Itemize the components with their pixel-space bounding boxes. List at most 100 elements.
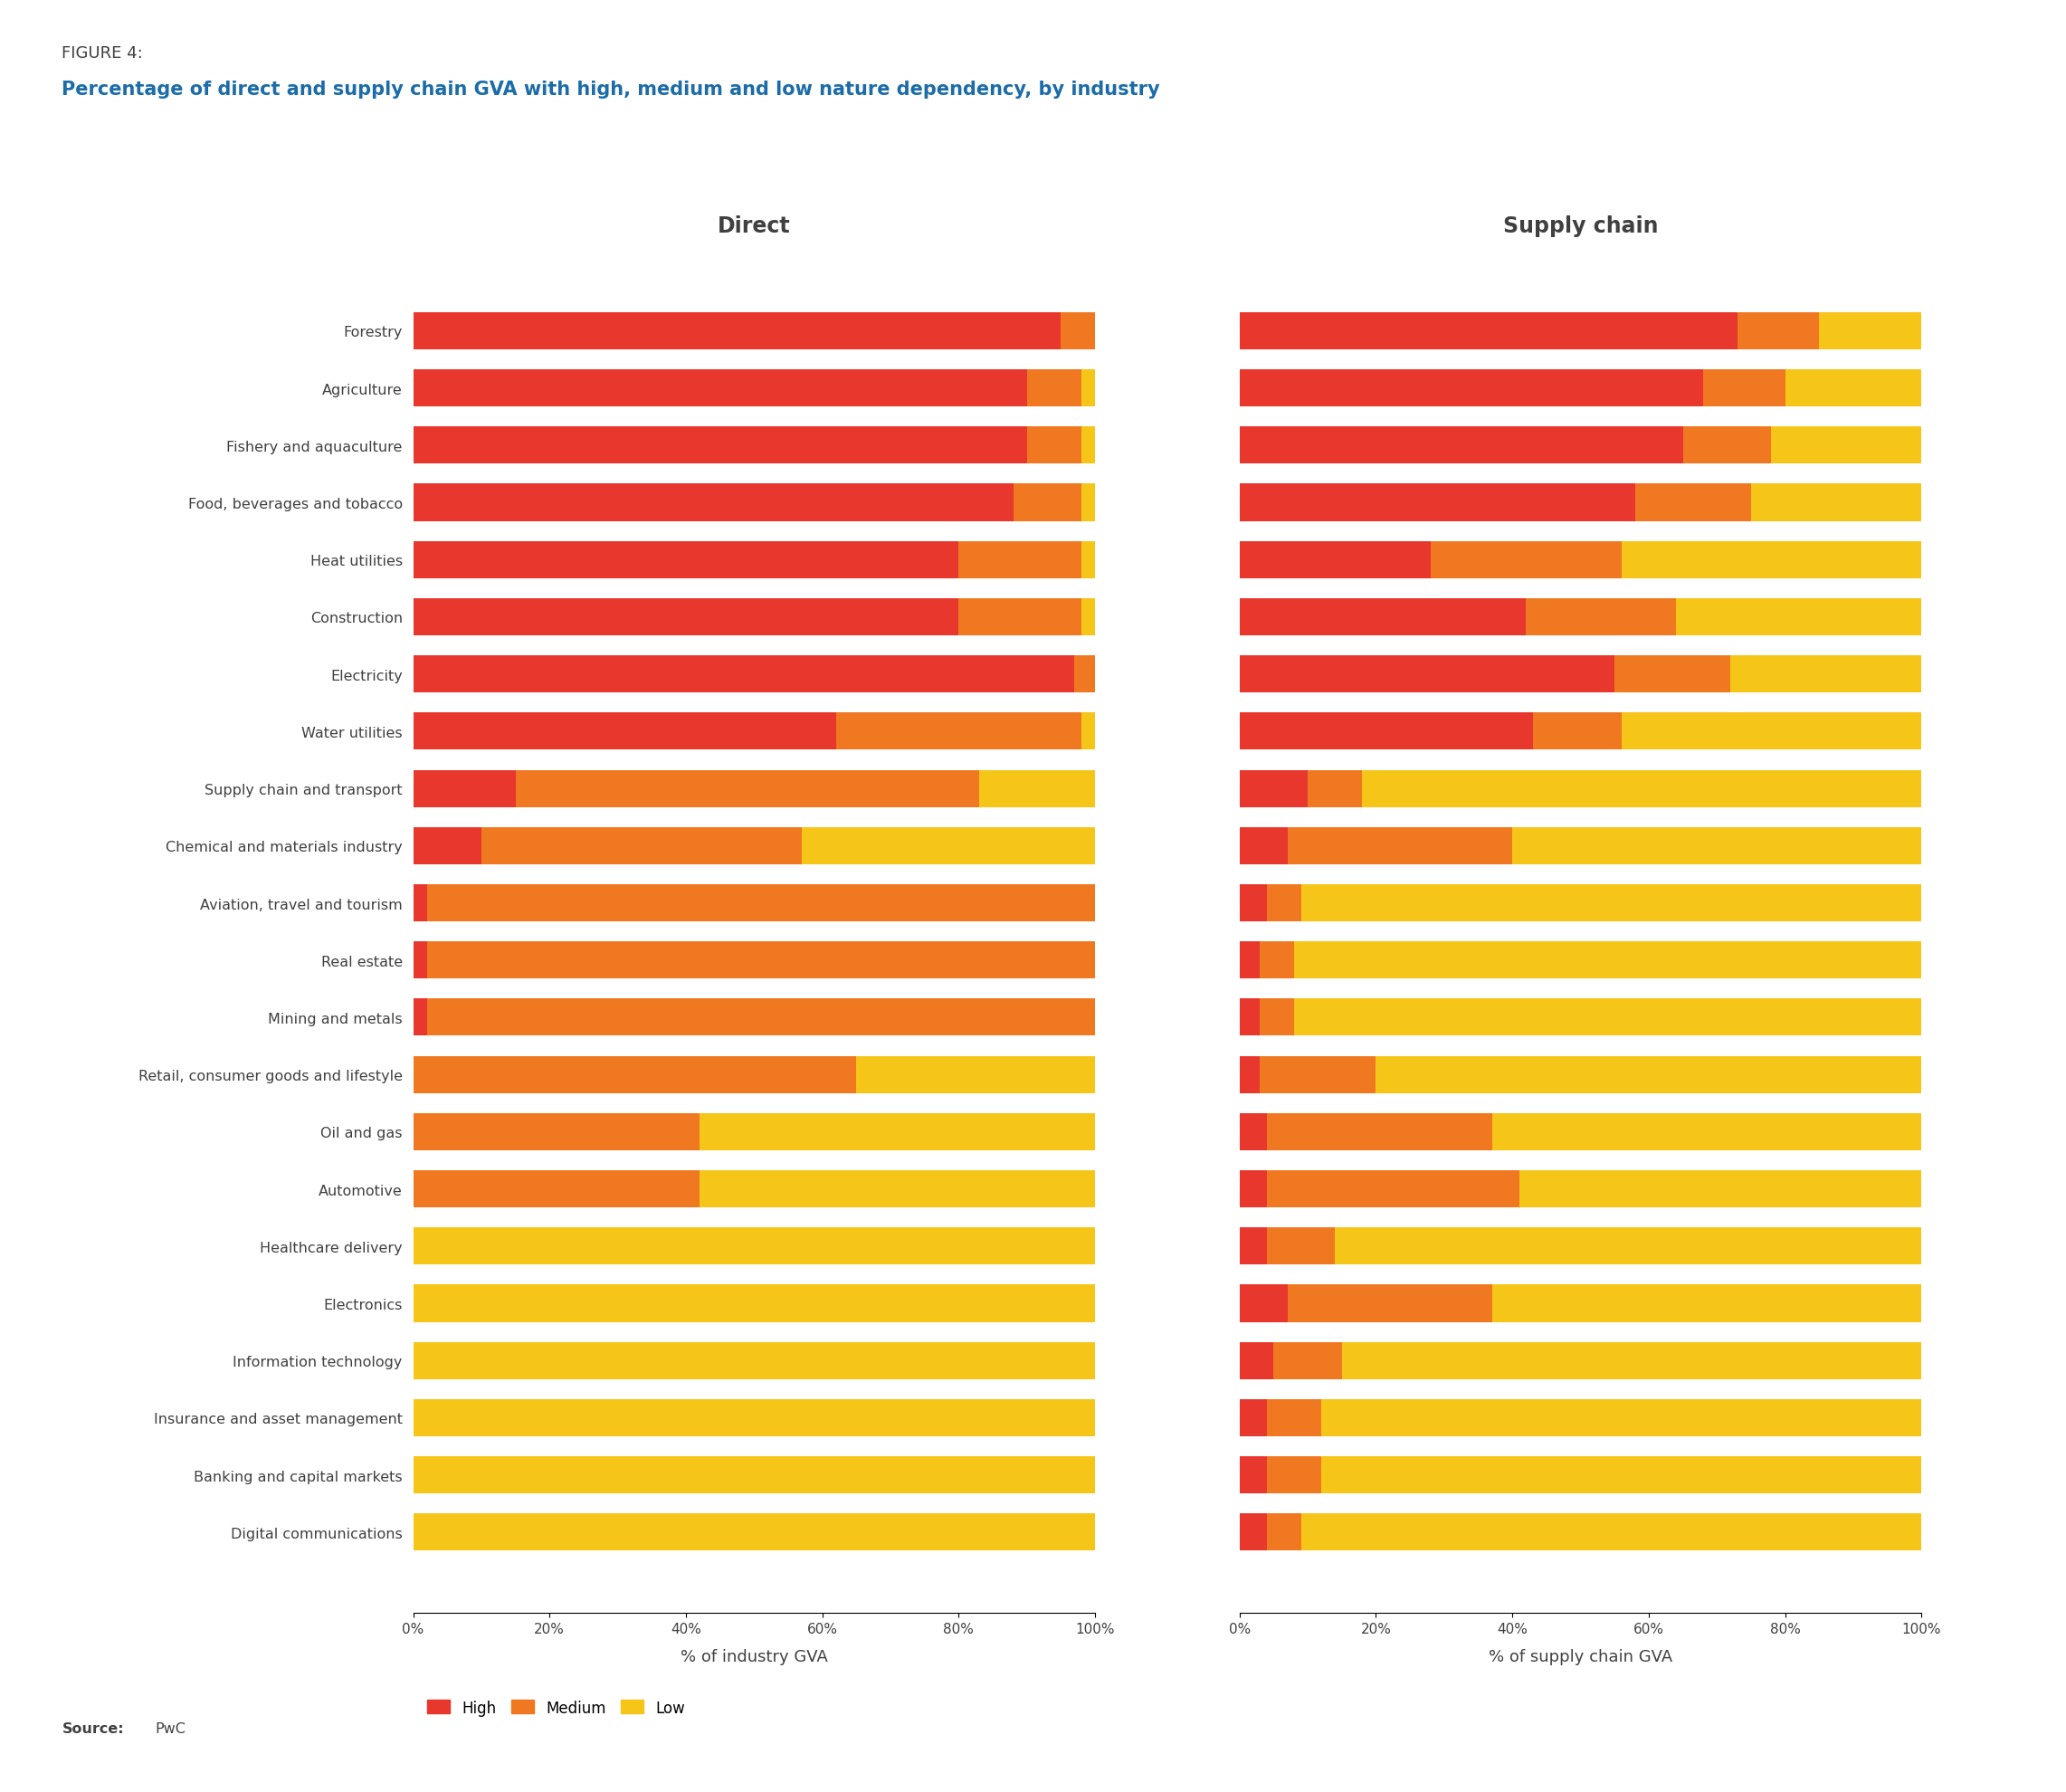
Bar xyxy=(1622,713,1921,751)
Bar xyxy=(1240,1055,1260,1093)
Bar xyxy=(1533,713,1622,751)
Bar xyxy=(1266,1457,1322,1495)
Bar xyxy=(413,885,428,921)
Bar xyxy=(1240,998,1260,1036)
Bar xyxy=(1240,771,1308,808)
Title: Direct: Direct xyxy=(717,215,791,237)
Bar xyxy=(1266,1228,1335,1265)
Bar xyxy=(1240,1170,1266,1208)
Bar xyxy=(1240,541,1430,579)
Bar xyxy=(1240,943,1260,978)
Bar xyxy=(1240,1113,1266,1150)
Bar xyxy=(1240,1342,1273,1380)
Bar xyxy=(413,713,837,751)
Title: Supply chain: Supply chain xyxy=(1502,215,1659,237)
Bar xyxy=(959,541,1081,579)
Bar xyxy=(1081,426,1095,464)
Bar xyxy=(1335,1228,1921,1265)
Bar xyxy=(1702,369,1785,407)
Bar xyxy=(1081,599,1095,636)
Bar xyxy=(413,1285,1095,1322)
Bar xyxy=(1266,1400,1322,1437)
X-axis label: % of supply chain GVA: % of supply chain GVA xyxy=(1488,1647,1673,1665)
Bar xyxy=(1492,1113,1921,1150)
Bar xyxy=(1240,1228,1266,1265)
Bar xyxy=(1302,1514,1921,1550)
Bar xyxy=(1081,369,1095,407)
Bar xyxy=(1731,656,1921,694)
Bar xyxy=(1081,541,1095,579)
Bar xyxy=(413,1113,700,1150)
Bar xyxy=(428,885,1095,921)
Bar xyxy=(1293,943,1921,978)
Bar xyxy=(1616,656,1731,694)
Bar xyxy=(413,1170,700,1208)
Bar xyxy=(1081,484,1095,521)
Bar xyxy=(1738,314,1818,349)
Bar xyxy=(1027,369,1081,407)
Bar xyxy=(1240,713,1533,751)
Bar xyxy=(1634,484,1750,521)
Bar xyxy=(413,943,428,978)
Bar xyxy=(1240,1400,1266,1437)
Bar xyxy=(1376,1055,1921,1093)
Legend: High, Medium, Low: High, Medium, Low xyxy=(421,1693,692,1722)
Bar xyxy=(1287,1285,1492,1322)
Bar xyxy=(1074,656,1095,694)
Bar xyxy=(413,1055,855,1093)
Bar xyxy=(1266,885,1302,921)
Bar xyxy=(1027,426,1081,464)
Bar xyxy=(1240,656,1616,694)
Bar xyxy=(1287,828,1512,866)
Bar xyxy=(413,1342,1095,1380)
Bar xyxy=(413,771,516,808)
Bar xyxy=(1260,1055,1376,1093)
Bar xyxy=(1240,599,1527,636)
Bar xyxy=(1308,771,1361,808)
Bar xyxy=(1771,426,1921,464)
Bar xyxy=(1682,426,1771,464)
Bar xyxy=(855,1055,1095,1093)
Bar xyxy=(1240,369,1702,407)
Bar xyxy=(1240,1514,1266,1550)
Bar xyxy=(1512,828,1921,866)
Bar xyxy=(1240,484,1634,521)
Text: PwC: PwC xyxy=(155,1720,186,1735)
Bar xyxy=(413,1514,1095,1550)
Bar xyxy=(1820,314,1921,349)
Bar xyxy=(413,484,1012,521)
Bar xyxy=(413,1228,1095,1265)
Text: Percentage of direct and supply chain GVA with high, medium and low nature depen: Percentage of direct and supply chain GV… xyxy=(62,81,1161,99)
Bar xyxy=(1240,1457,1266,1495)
Bar xyxy=(1527,599,1676,636)
Bar xyxy=(1240,314,1738,349)
Bar xyxy=(1240,426,1682,464)
Bar xyxy=(700,1170,1095,1208)
Bar xyxy=(1240,885,1266,921)
Bar xyxy=(413,1457,1095,1495)
Bar xyxy=(1492,1285,1921,1322)
Bar xyxy=(1622,541,1921,579)
Bar xyxy=(481,828,802,866)
Bar xyxy=(979,771,1095,808)
Bar xyxy=(1343,1342,1921,1380)
Bar xyxy=(1266,1170,1519,1208)
Bar xyxy=(413,541,959,579)
Bar xyxy=(428,998,1095,1036)
Bar xyxy=(1676,599,1921,636)
Bar xyxy=(413,998,428,1036)
Bar xyxy=(1519,1170,1921,1208)
Text: Source:: Source: xyxy=(62,1720,124,1735)
Bar xyxy=(413,828,481,866)
Bar xyxy=(413,599,959,636)
Bar xyxy=(1293,998,1921,1036)
Bar xyxy=(1322,1457,1921,1495)
Bar xyxy=(1260,998,1293,1036)
Bar xyxy=(516,771,979,808)
Bar xyxy=(1785,369,1921,407)
Text: FIGURE 4:: FIGURE 4: xyxy=(62,45,143,61)
Bar xyxy=(1273,1342,1343,1380)
Bar xyxy=(413,426,1027,464)
Bar xyxy=(700,1113,1095,1150)
Bar xyxy=(413,656,1074,694)
